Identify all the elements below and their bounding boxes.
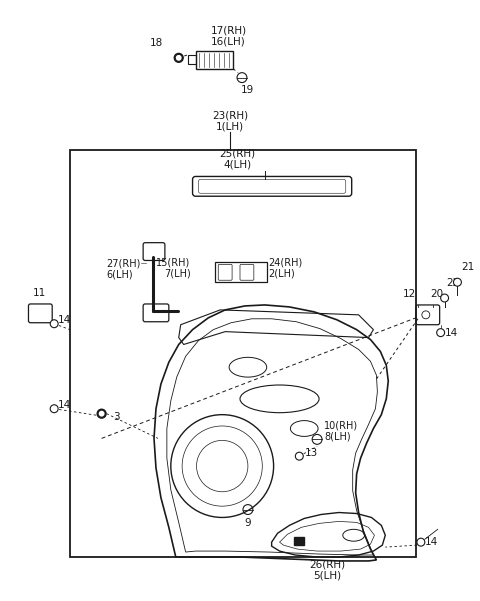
Text: 14: 14 <box>444 328 458 338</box>
Text: 8(LH): 8(LH) <box>324 432 351 441</box>
Text: 9: 9 <box>245 519 251 528</box>
Text: 10(RH): 10(RH) <box>324 421 358 430</box>
Bar <box>70 150 416 557</box>
Circle shape <box>50 320 58 328</box>
Text: 26(RH): 26(RH) <box>309 560 345 570</box>
Text: 12: 12 <box>403 289 416 299</box>
Text: 11: 11 <box>33 288 46 298</box>
Bar <box>294 537 304 545</box>
Text: 13: 13 <box>305 448 319 458</box>
Text: 14: 14 <box>58 400 72 410</box>
Text: 15(RH): 15(RH) <box>156 257 191 267</box>
Text: 21: 21 <box>461 262 475 272</box>
Circle shape <box>454 278 461 286</box>
Circle shape <box>174 53 183 63</box>
Bar <box>216 263 267 282</box>
Bar <box>188 55 195 64</box>
Text: 24(RH): 24(RH) <box>269 257 303 267</box>
Text: 18: 18 <box>150 38 163 48</box>
Text: 17(RH): 17(RH) <box>210 25 246 35</box>
Circle shape <box>97 409 106 418</box>
Circle shape <box>417 538 425 546</box>
Text: 6(LH): 6(LH) <box>107 269 133 279</box>
Text: 22: 22 <box>446 278 460 288</box>
Text: 2(LH): 2(LH) <box>269 269 295 278</box>
Text: 27(RH): 27(RH) <box>107 258 141 269</box>
Text: 14: 14 <box>58 315 72 325</box>
Text: 19: 19 <box>241 85 254 94</box>
Text: 5(LH): 5(LH) <box>313 571 341 581</box>
Text: 4(LH): 4(LH) <box>223 159 251 169</box>
Text: 7(LH): 7(LH) <box>164 269 191 278</box>
Circle shape <box>441 294 448 302</box>
Text: 23(RH): 23(RH) <box>212 110 248 120</box>
Circle shape <box>177 56 181 60</box>
Circle shape <box>50 405 58 413</box>
Text: 20: 20 <box>430 289 443 299</box>
Circle shape <box>295 452 303 460</box>
Text: 14: 14 <box>425 537 438 547</box>
Bar <box>195 51 233 69</box>
Text: 1(LH): 1(LH) <box>216 121 244 131</box>
Text: 25(RH): 25(RH) <box>219 148 255 159</box>
Text: 3: 3 <box>113 412 120 422</box>
Circle shape <box>99 412 104 416</box>
Circle shape <box>437 329 444 337</box>
Text: 16(LH): 16(LH) <box>210 36 245 46</box>
